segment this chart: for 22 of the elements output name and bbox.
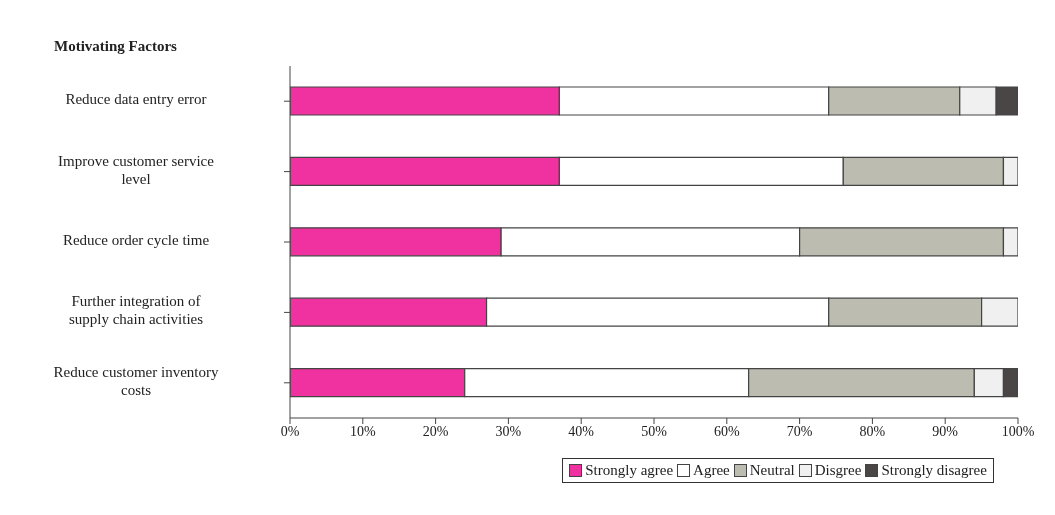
x-tick-label: 30% <box>495 423 522 439</box>
x-tick-label: 0% <box>280 423 300 439</box>
text: Motivating Factors <box>54 38 177 55</box>
y-tick-label: Reduce order cycle time <box>62 232 210 249</box>
x-tick-label: 60% <box>713 423 740 439</box>
y-tick-label: Further integration of supply chain activities <box>68 293 204 328</box>
legend-label: Strongly agree <box>584 462 674 479</box>
legend-label: Agree <box>692 462 730 479</box>
legend-label: Neutral <box>748 462 795 479</box>
y-tick-label: Reduce customer inventory costs <box>53 364 219 399</box>
y-tick-label: Reduce data entry error <box>65 91 207 108</box>
x-tick-label: 90% <box>932 423 959 439</box>
x-tick-label: 50% <box>641 423 668 439</box>
x-tick-label: 70% <box>786 423 813 439</box>
x-tick-label: 100% <box>1001 423 1035 439</box>
x-tick-label: 10% <box>349 423 376 439</box>
x-tick-label: 20% <box>422 423 449 439</box>
x-tick-label: 40% <box>568 423 595 439</box>
legend-label: Strongly disagree <box>880 462 987 479</box>
y-tick-label: Improve customer service level <box>58 153 215 188</box>
legend-label: Disgree <box>813 462 862 479</box>
x-tick-label: 80% <box>859 423 886 439</box>
